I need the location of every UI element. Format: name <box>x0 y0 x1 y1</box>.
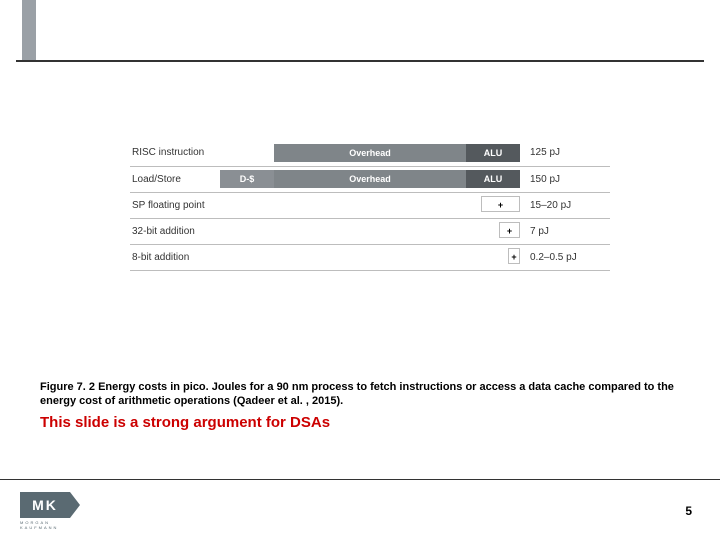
row-value: 150 pJ <box>520 166 610 192</box>
bar-segment-overhead: Overhead <box>274 170 466 188</box>
table-row: 8-bit addition +0.2–0.5 pJ <box>130 244 610 270</box>
slide: RISC instructionOverheadALU125 pJLoad/St… <box>0 0 720 540</box>
header-divider <box>16 60 704 62</box>
figure-caption: Figure 7. 2 Energy costs in pico. Joules… <box>40 380 680 409</box>
energy-cost-figure: RISC instructionOverheadALU125 pJLoad/St… <box>130 140 610 271</box>
row-bar: + <box>220 244 520 270</box>
page-number: 5 <box>685 504 692 518</box>
table-row: SP floating point +15–20 pJ <box>130 192 610 218</box>
row-label: 32-bit addition <box>130 218 220 244</box>
logo-subtext: MORGAN KAUFMANN <box>20 520 80 530</box>
bar-segment-plus: + <box>481 196 520 212</box>
table-row: RISC instructionOverheadALU125 pJ <box>130 140 610 166</box>
energy-cost-table: RISC instructionOverheadALU125 pJLoad/St… <box>130 140 610 271</box>
row-value: 0.2–0.5 pJ <box>520 244 610 270</box>
row-label: 8-bit addition <box>130 244 220 270</box>
header-tab-decoration <box>22 0 36 62</box>
bar-segment-alu: ALU <box>466 170 520 188</box>
emphasis-text: This slide is a strong argument for DSAs <box>40 414 330 431</box>
bar-segment-overhead: Overhead <box>274 144 466 162</box>
row-label: RISC instruction <box>130 140 220 166</box>
bar-segment-plus: + <box>508 248 520 264</box>
bar-segment-plus: + <box>499 222 520 238</box>
footer-divider <box>0 479 720 481</box>
row-label: Load/Store <box>130 166 220 192</box>
publisher-logo: MK MORGAN KAUFMANN <box>20 492 80 526</box>
row-value: 7 pJ <box>520 218 610 244</box>
row-label: SP floating point <box>130 192 220 218</box>
logo-mark: MK <box>20 492 70 518</box>
row-bar: + <box>220 218 520 244</box>
table-row: Load/StoreD-$OverheadALU150 pJ <box>130 166 610 192</box>
row-bar: D-$OverheadALU <box>220 166 520 192</box>
row-value: 15–20 pJ <box>520 192 610 218</box>
bar-segment-ds: D-$ <box>220 170 274 188</box>
bar-segment-alu: ALU <box>466 144 520 162</box>
row-value: 125 pJ <box>520 140 610 166</box>
table-row: 32-bit addition +7 pJ <box>130 218 610 244</box>
row-bar: OverheadALU <box>220 140 520 166</box>
row-bar: + <box>220 192 520 218</box>
